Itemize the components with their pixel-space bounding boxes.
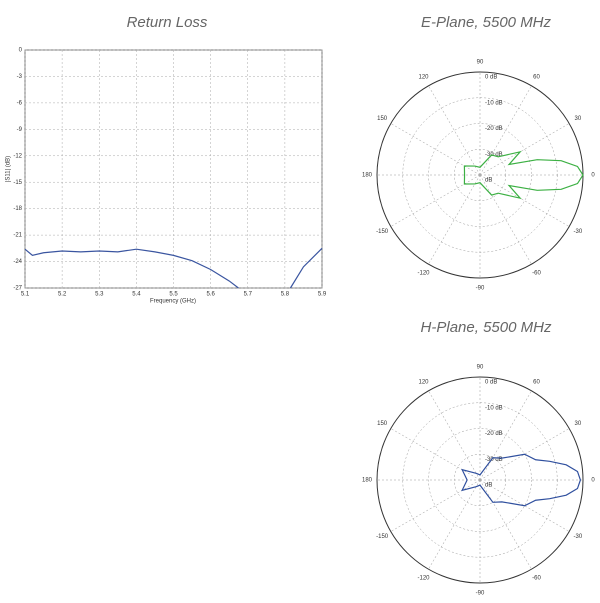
y-tick-label: -18: [13, 206, 22, 212]
grid-spoke: [479, 428, 570, 481]
grid-spoke: [390, 479, 481, 532]
theta-tick-label: 0: [591, 478, 595, 484]
grid-spoke: [479, 174, 532, 265]
x-tick-label: 5.5: [169, 292, 178, 298]
y-tick-label: -24: [13, 259, 22, 265]
theta-tick-label: -90: [476, 591, 485, 597]
chart-title: H-Plane, 5500 MHz: [421, 319, 552, 336]
theta-tick-label: 60: [533, 75, 540, 81]
r-tick-label: -30 dB: [485, 457, 503, 463]
grid-spoke: [479, 390, 532, 481]
chart-title: Return Loss: [127, 14, 208, 31]
grid-spoke: [390, 428, 481, 481]
x-tick-label: 5.1: [21, 292, 30, 298]
r-tick-label: 0 dB: [485, 75, 497, 81]
theta-tick-label: 120: [418, 380, 429, 386]
grid-spoke: [428, 174, 481, 265]
theta-tick-label: 0: [591, 173, 595, 179]
r-tick-label: -10 dB: [485, 405, 503, 411]
theta-tick-label: -150: [376, 229, 389, 235]
theta-tick-label: 90: [477, 365, 484, 371]
theta-tick-label: -120: [417, 270, 430, 276]
grid-spoke: [428, 85, 481, 176]
theta-tick-label: -90: [476, 286, 485, 292]
theta-tick-label: -120: [417, 575, 430, 581]
grid-spoke: [479, 85, 532, 176]
x-tick-label: 5.4: [132, 292, 141, 298]
theta-tick-label: -150: [376, 534, 389, 540]
chart-title: E-Plane, 5500 MHz: [421, 14, 552, 31]
x-tick-label: 5.9: [318, 292, 327, 298]
y-tick-label: -6: [17, 100, 23, 106]
theta-tick-label: 60: [533, 380, 540, 386]
y-tick-label: -21: [13, 233, 22, 239]
x-tick-label: 5.6: [206, 292, 215, 298]
theta-tick-label: 120: [418, 75, 429, 81]
x-tick-label: 5.8: [281, 292, 290, 298]
r-tick-label: -30 dB: [485, 152, 503, 158]
r-tick-label: -10 dB: [485, 100, 503, 106]
pattern-line: [461, 453, 582, 507]
theta-tick-label: 30: [575, 421, 582, 427]
theta-tick-label: 150: [377, 421, 388, 427]
grid-ring: [428, 428, 532, 532]
r-tick-label: dB: [485, 178, 492, 184]
y-tick-label: -12: [13, 153, 22, 159]
grid-spoke: [479, 479, 570, 532]
y-tick-label: 0: [19, 48, 23, 54]
grid-spoke: [428, 479, 481, 570]
theta-tick-label: 180: [362, 173, 373, 179]
theta-tick-label: 180: [362, 478, 373, 484]
theta-tick-label: -30: [574, 534, 583, 540]
y-tick-label: -9: [17, 127, 23, 133]
theta-tick-label: -60: [532, 270, 541, 276]
theta-tick-label: 150: [377, 116, 388, 122]
x-tick-label: 5.7: [244, 292, 253, 298]
data-line: [24, 247, 323, 289]
r-tick-label: 0 dB: [485, 380, 497, 386]
x-axis-label: Frequency (GHz): [150, 299, 196, 305]
theta-tick-label: -60: [532, 575, 541, 581]
x-tick-label: 5.2: [58, 292, 67, 298]
grid-spoke: [479, 123, 570, 176]
theta-tick-label: 90: [477, 60, 484, 66]
r-tick-label: -20 dB: [485, 431, 503, 437]
grid-spoke: [479, 479, 532, 570]
plot-area: [24, 49, 323, 289]
y-axis-label: |S11| (dB): [6, 156, 12, 182]
grid-spoke: [428, 390, 481, 481]
y-tick-label: -3: [17, 74, 23, 80]
grid-spoke: [479, 174, 570, 227]
r-tick-label: dB: [485, 483, 492, 489]
y-tick-label: -15: [13, 180, 22, 186]
pattern-line: [463, 150, 584, 200]
y-tick-label: -27: [13, 286, 22, 292]
grid-ring: [428, 123, 532, 227]
r-tick-label: -20 dB: [485, 126, 503, 132]
theta-tick-label: 30: [575, 116, 582, 122]
theta-tick-label: -30: [574, 229, 583, 235]
x-tick-label: 5.3: [95, 292, 104, 298]
